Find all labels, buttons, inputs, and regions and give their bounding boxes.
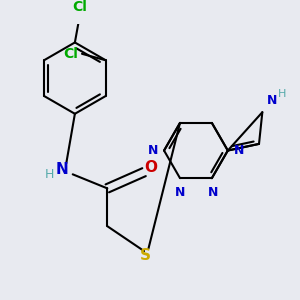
Text: N: N bbox=[175, 186, 185, 199]
Text: N: N bbox=[208, 186, 218, 199]
Text: O: O bbox=[144, 160, 157, 175]
Text: Cl: Cl bbox=[72, 0, 87, 14]
Text: N: N bbox=[56, 163, 68, 178]
Text: N: N bbox=[234, 144, 245, 157]
Text: S: S bbox=[140, 248, 151, 263]
Text: N: N bbox=[148, 144, 159, 157]
Text: H: H bbox=[44, 168, 54, 181]
Text: H: H bbox=[278, 89, 286, 99]
Text: N: N bbox=[267, 94, 277, 107]
Text: Cl: Cl bbox=[63, 47, 78, 61]
